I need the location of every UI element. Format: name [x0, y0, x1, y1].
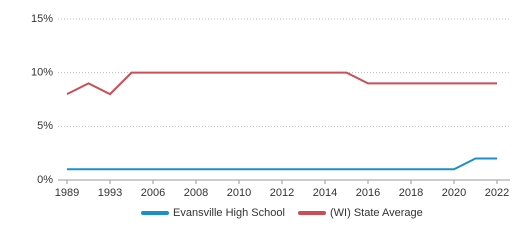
- x-tick-label: 2008: [184, 187, 208, 199]
- x-tick-label: 2018: [399, 187, 423, 199]
- x-tick-label: 1993: [98, 187, 122, 199]
- x-tick-label: 2010: [227, 187, 251, 199]
- x-tick-label: 2022: [485, 187, 509, 199]
- x-tick-label: 2016: [356, 187, 380, 199]
- chart: 0% 5% 10% 15% 1989 1993 2006 2008 2010 2012 2014 20…: [31, 13, 510, 219]
- series-line: [67, 157, 497, 171]
- y-tick-label: 5%: [37, 120, 53, 132]
- series-line: [66, 71, 497, 96]
- y-tick-label: 15%: [31, 13, 53, 25]
- x-tick-label: 2014: [313, 187, 337, 199]
- legend-label: Evansville High School: [173, 207, 285, 219]
- x-tick-label: 2006: [141, 187, 165, 199]
- y-tick-label: 0%: [37, 174, 53, 186]
- x-tick-label: 2012: [270, 187, 294, 199]
- x-tick-label: 2020: [442, 187, 466, 199]
- x-tick-label: 1989: [55, 187, 79, 199]
- y-tick-label: 10%: [31, 67, 53, 79]
- legend-label: (WI) State Average: [330, 207, 423, 219]
